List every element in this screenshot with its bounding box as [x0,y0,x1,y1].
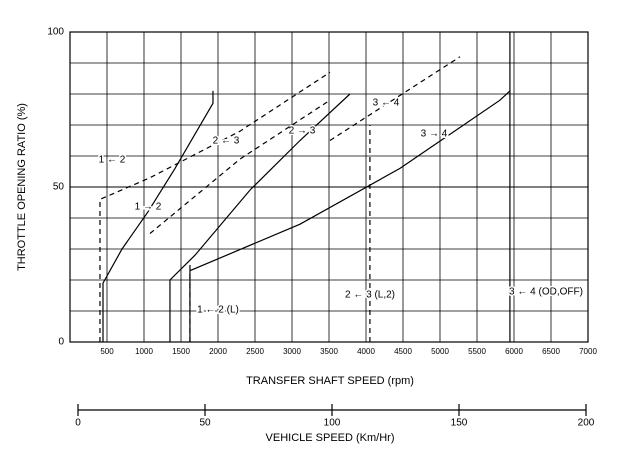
shift-line [329,56,461,142]
line-label: 1 → 2 [135,202,162,213]
y-tick-label: 0 [58,337,64,348]
x-tick-label: 1000 [135,347,153,356]
x-tick-label: 6500 [542,347,560,356]
x-tick-label: 1500 [172,347,190,356]
y-axis-title: THROTTLE OPENING RATIO (%) [16,103,28,271]
line-label: 2 ← 3 (L,2) [345,290,395,301]
line-label: 2 ← 3 [213,136,240,147]
line-label: 3 ← 4 (OD,OFF) [509,287,583,298]
x2-axis-title: VEHICLE SPEED (Km/Hr) [266,432,395,444]
x-tick-label: 4500 [394,347,412,356]
line-label: 3 ← 4 [373,98,400,109]
x2-tick-label: 100 [324,418,341,429]
x-tick-label: 2500 [246,347,264,356]
x-tick-label: 5500 [468,347,486,356]
x2-tick-label: 150 [451,418,468,429]
x2-tick-label: 50 [199,418,211,429]
shift-line [99,71,331,342]
x-tick-label: 500 [100,347,114,356]
x-axis-title: TRANSFER SHAFT SPEED (rpm) [246,375,414,387]
shift-line [102,90,214,342]
line-label: 1 ← 2 (L) [197,305,239,316]
line-label: 3 → 4 [421,129,448,140]
shift-line [149,99,331,234]
x-tick-label: 2000 [209,347,227,356]
line-label: 1 ← 2 [99,155,126,166]
x-tick-label: 7000 [579,347,597,356]
y-tick-label: 50 [53,182,65,193]
line-label: 2 → 3 [289,126,316,137]
y-tick-label: 100 [47,27,64,38]
x-tick-label: 4000 [357,347,375,356]
x-tick-label: 6000 [505,347,523,356]
x-tick-label: 3500 [320,347,338,356]
x2-tick-label: 0 [75,418,81,429]
x-tick-label: 5000 [431,347,449,356]
x-tick-label: 3000 [283,347,301,356]
shift-line [169,93,351,342]
x2-tick-label: 200 [578,418,595,429]
